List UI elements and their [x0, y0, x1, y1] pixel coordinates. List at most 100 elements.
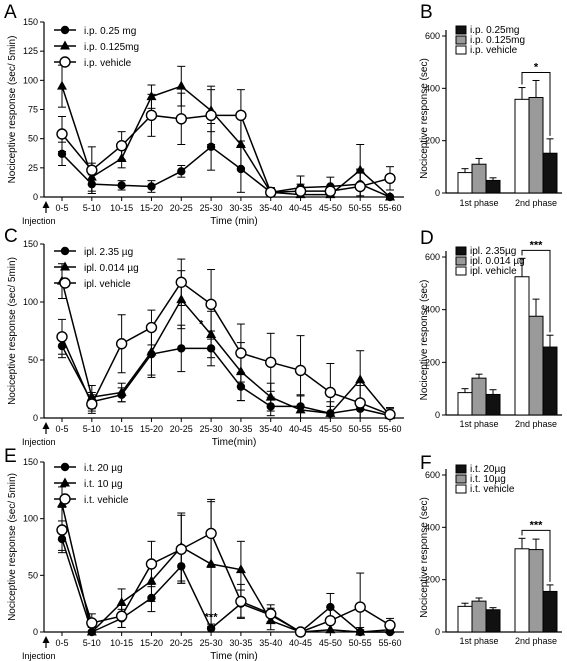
significance-mark: ***	[205, 611, 219, 623]
data-point	[56, 128, 68, 140]
legend-label: ipl. vehicle	[84, 279, 131, 290]
legend-label: i.t. vehicle	[470, 484, 515, 495]
data-point	[384, 172, 396, 185]
x-tick-label: 30-35	[229, 424, 252, 434]
data-point	[385, 191, 395, 201]
legend-swatch	[455, 35, 467, 45]
data-point	[57, 80, 67, 90]
series-2	[57, 486, 395, 636]
y-tick-label: 200	[425, 357, 440, 367]
injection-arrow	[42, 201, 50, 208]
x-tick-label: 35-40	[259, 203, 282, 213]
data-point	[117, 181, 126, 190]
bar	[485, 179, 501, 194]
x-tick-label: 50-55	[349, 424, 372, 434]
bar	[471, 163, 487, 194]
legend-swatch	[455, 246, 467, 256]
series-line	[61, 145, 391, 198]
y-tick-label: 600	[425, 31, 440, 41]
x-tick-label: 40-45	[289, 203, 312, 213]
bar-panel-F	[442, 464, 562, 633]
data-point	[86, 398, 98, 410]
data-point	[295, 404, 306, 414]
legend-swatch	[455, 484, 467, 494]
category-label: 1st phase	[459, 198, 498, 208]
y-tick-label: 50	[28, 570, 38, 580]
x-tick-label: 5-10	[83, 424, 101, 434]
y-tick-label: 50	[28, 355, 38, 365]
y-tick-label: 150	[23, 17, 38, 27]
data-point	[86, 617, 98, 629]
x-tick-label: 20-25	[170, 203, 193, 213]
x-tick-label: 20-25	[170, 424, 193, 434]
bar	[514, 548, 530, 633]
y-tick-label: 0	[33, 413, 38, 423]
x-tick-label: 25-30	[200, 638, 223, 648]
legend-marker	[60, 261, 70, 271]
significance-bracket	[521, 71, 551, 136]
data-point	[146, 346, 157, 356]
data-point	[115, 338, 128, 350]
x-tick-label: 45-50	[319, 203, 342, 213]
legend-label: i.t. 20µg	[470, 464, 506, 475]
data-point	[324, 386, 337, 399]
y-tick-label: 400	[425, 305, 440, 315]
y-tick-label: 50	[28, 134, 38, 144]
y-tick-label: 100	[23, 297, 38, 307]
significance-mark: ***	[530, 519, 544, 531]
data-point	[384, 619, 396, 631]
y-tick-label: 400	[425, 83, 440, 93]
data-point	[205, 298, 217, 311]
series-line	[61, 85, 391, 198]
legend-swatch	[455, 266, 467, 276]
bar-panel-D	[442, 246, 562, 416]
data-point	[56, 524, 68, 536]
injection-arrow	[42, 636, 50, 643]
bar	[457, 605, 473, 633]
x-tick-label: 0-5	[55, 203, 68, 213]
data-point	[235, 595, 247, 608]
y-tick-label: 0	[435, 188, 440, 198]
x-tick-label: 55-60	[378, 203, 401, 213]
data-point	[324, 185, 337, 197]
data-point	[145, 321, 158, 334]
y-tick-label: 150	[23, 239, 38, 249]
data-point	[56, 331, 68, 343]
y-axis-label: Nociceptive response (sec)	[419, 280, 430, 401]
category-label: 2nd phase	[515, 419, 557, 429]
x-tick-label: 10-15	[110, 203, 133, 213]
legend-marker	[59, 493, 71, 505]
x-tick-label: 10-15	[110, 424, 133, 434]
legend-marker	[60, 40, 70, 50]
x-tick-label: 15-20	[140, 638, 163, 648]
data-point	[177, 344, 186, 353]
data-point	[235, 347, 247, 359]
x-tick-label: 20-25	[170, 638, 193, 648]
panel-letter: D	[420, 228, 434, 249]
data-point	[175, 276, 187, 288]
bar	[528, 549, 544, 633]
data-point	[355, 374, 366, 384]
panel-letter: F	[420, 453, 432, 474]
category-label: 2nd phase	[515, 636, 557, 646]
panel-letter: C	[4, 226, 18, 247]
bar	[485, 609, 501, 633]
legend-label: ipl. vehicle	[470, 266, 517, 277]
bar-panel-B	[442, 25, 562, 194]
legend-swatch	[455, 45, 467, 55]
legend-label: i.p. 0.125mg	[84, 42, 139, 53]
data-point	[177, 167, 186, 176]
x-tick-label: 25-30	[200, 203, 223, 213]
series-1	[57, 324, 395, 420]
y-axis-label: Nociceptive response (sec)	[419, 58, 430, 179]
data-point	[265, 608, 277, 620]
data-point	[115, 610, 128, 622]
y-tick-label: 100	[23, 514, 38, 524]
legend-swatch	[455, 464, 467, 474]
x-tick-label: 45-50	[319, 638, 342, 648]
line-panel-C	[40, 243, 404, 434]
series-line	[61, 538, 390, 634]
bar	[514, 98, 530, 194]
data-point	[205, 527, 217, 540]
